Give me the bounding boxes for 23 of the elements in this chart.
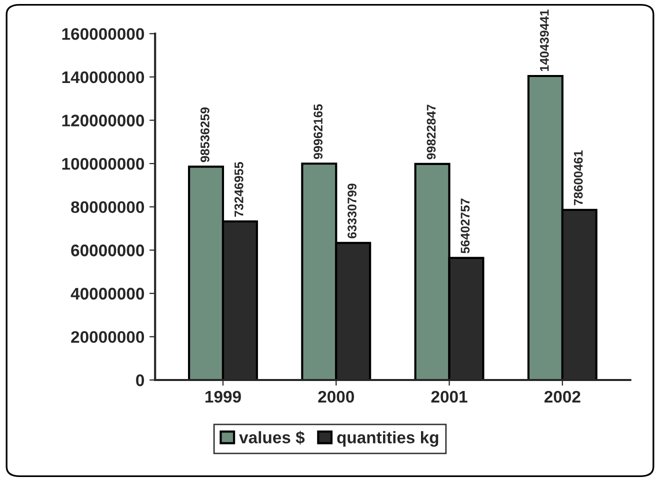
y-tick-label: 100000000 (62, 158, 144, 170)
y-tick-label: 80000000 (71, 201, 144, 214)
legend-label: quantities kg (337, 431, 438, 447)
data-label: 98536259 (200, 107, 210, 162)
y-tick-label: 40000000 (70, 288, 144, 300)
legend-label: values $ (239, 430, 305, 444)
data-label: 78600461 (574, 150, 583, 206)
y-tick-label: 20000000 (71, 331, 144, 343)
y-tick-label: 60000000 (71, 244, 144, 256)
data-label: 56402757 (460, 198, 470, 254)
y-tick-label: 160000000 (62, 28, 144, 40)
x-tick-label: 2001 (431, 390, 468, 403)
data-label: 99822847 (426, 104, 436, 160)
y-tick-label: 0 (136, 374, 144, 386)
x-tick-label: 1999 (206, 390, 241, 403)
data-label: 99962165 (314, 104, 323, 160)
x-tick-label: 2002 (544, 390, 580, 403)
y-tick-label: 140000000 (62, 71, 144, 84)
data-label: 140439441 (540, 10, 549, 72)
data-label: 63330799 (348, 184, 356, 238)
x-tick-label: 2000 (318, 390, 354, 403)
y-tick-label: 120000000 (62, 114, 144, 126)
data-label: 73246955 (234, 162, 244, 217)
